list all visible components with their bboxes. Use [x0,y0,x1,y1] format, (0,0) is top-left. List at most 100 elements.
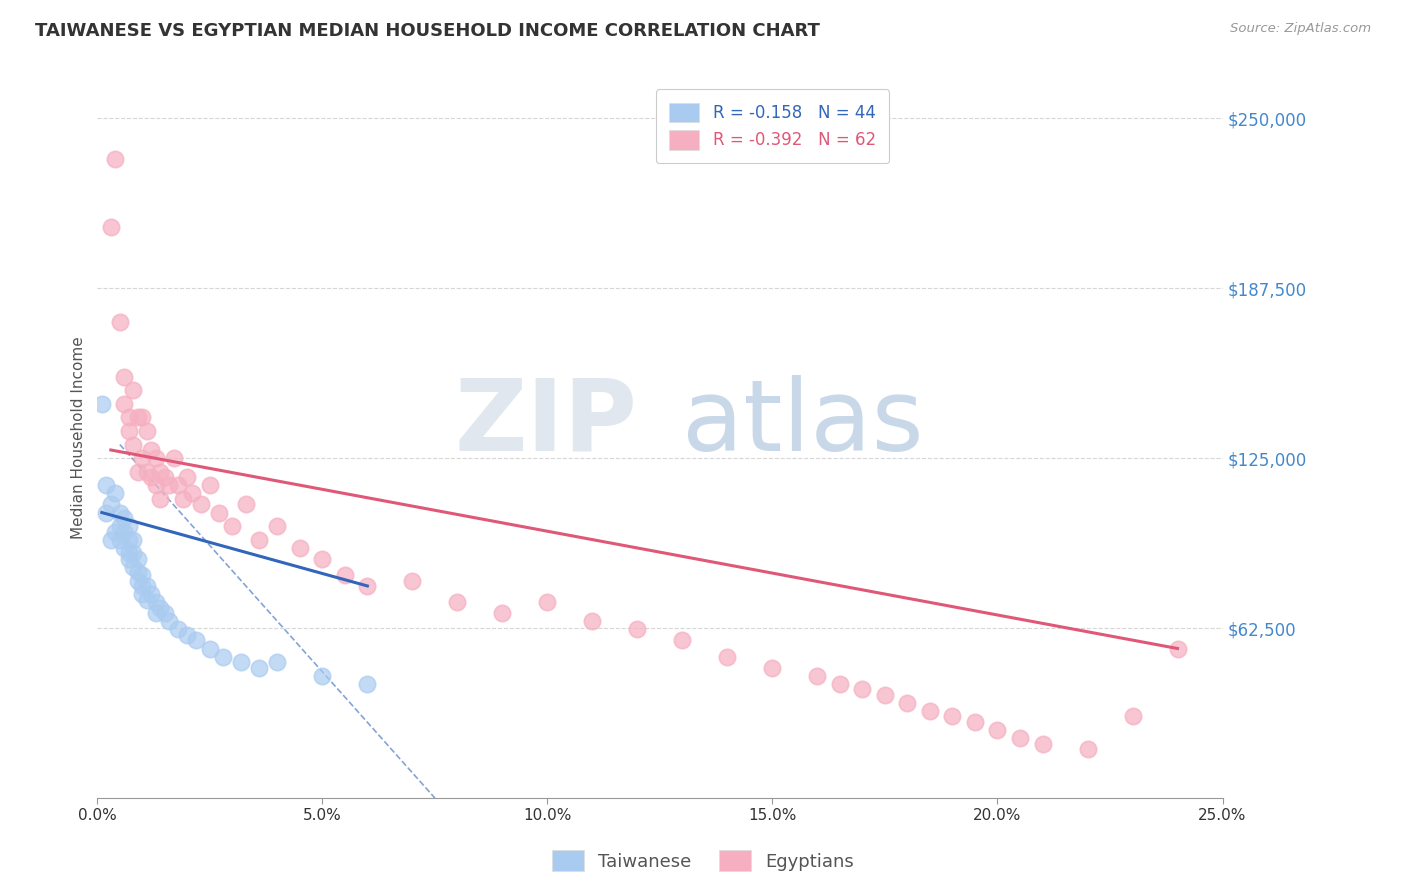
Point [131,587,153,601]
Point [157,615,180,629]
Point [761,660,783,674]
Point [122,546,145,560]
Point [149,600,172,615]
Point [118,533,141,547]
Point [221,519,243,533]
Point [108,519,131,533]
Point [1121,709,1143,723]
Point [1031,737,1053,751]
Point [108,506,131,520]
Point [536,595,558,609]
Point [186,633,208,648]
Point [118,519,141,533]
Point [118,410,141,425]
Point [851,682,873,697]
Point [626,623,648,637]
Point [135,579,157,593]
Point [446,595,468,609]
Point [118,424,141,438]
Point [333,568,356,582]
Legend: Taiwanese, Egyptians: Taiwanese, Egyptians [544,843,862,879]
Point [288,541,311,555]
Point [135,592,157,607]
Point [145,606,167,620]
Point [198,478,221,492]
Point [986,723,1008,737]
Point [180,486,202,500]
Point [896,696,918,710]
Point [127,566,149,580]
Point [100,533,122,547]
Point [90,397,112,411]
Point [108,533,131,547]
Point [941,709,963,723]
Point [167,623,190,637]
Text: TAIWANESE VS EGYPTIAN MEDIAN HOUSEHOLD INCOME CORRELATION CHART: TAIWANESE VS EGYPTIAN MEDIAN HOUSEHOLD I… [35,22,820,40]
Point [176,470,198,484]
Point [145,595,167,609]
Legend: R = -0.158   N = 44, R = -0.392   N = 62: R = -0.158 N = 44, R = -0.392 N = 62 [655,89,889,163]
Point [806,669,828,683]
Point [127,465,149,479]
Point [135,424,157,438]
Point [581,615,603,629]
Point [198,641,221,656]
Point [231,655,253,669]
Point [356,677,378,691]
Point [112,524,135,539]
Point [491,606,513,620]
Point [141,442,163,457]
Point [141,587,163,601]
Point [247,533,270,547]
Point [176,628,198,642]
Point [112,511,135,525]
Point [141,470,163,484]
Point [401,574,423,588]
Point [127,574,149,588]
Point [247,660,270,674]
Point [104,486,127,500]
Point [1166,641,1188,656]
Point [118,546,141,560]
Point [356,579,378,593]
Point [1076,742,1098,756]
Point [163,451,186,466]
Point [266,519,288,533]
Point [100,219,122,234]
Point [208,506,231,520]
Point [131,410,153,425]
Point [104,524,127,539]
Point [100,497,122,511]
Point [131,568,153,582]
Point [118,551,141,566]
Point [145,478,167,492]
Point [311,669,333,683]
Point [108,315,131,329]
Point [212,649,235,664]
Point [104,152,127,166]
Point [135,465,157,479]
Point [122,437,145,451]
Text: Source: ZipAtlas.com: Source: ZipAtlas.com [1230,22,1371,36]
Point [122,383,145,397]
Point [127,551,149,566]
Point [122,560,145,574]
Point [149,465,172,479]
Point [153,606,176,620]
Point [131,579,153,593]
Point [112,369,135,384]
Point [963,714,986,729]
Text: atlas: atlas [682,375,924,472]
Point [266,655,288,669]
Text: ZIP: ZIP [454,375,637,472]
Point [157,478,180,492]
Point [235,497,257,511]
Point [311,551,333,566]
Point [671,633,693,648]
Point [112,541,135,555]
Point [172,491,194,506]
Point [190,497,212,511]
Point [149,491,172,506]
Point [873,688,896,702]
Y-axis label: Median Household Income: Median Household Income [72,336,86,539]
